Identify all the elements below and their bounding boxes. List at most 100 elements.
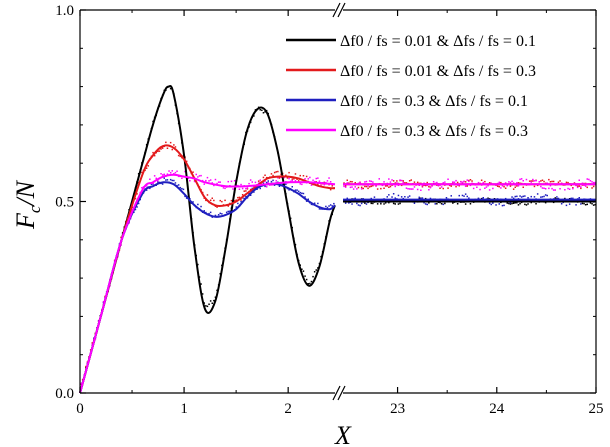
simulation-dot bbox=[177, 184, 180, 186]
simulation-dot bbox=[495, 204, 497, 206]
simulation-dot bbox=[399, 202, 401, 205]
simulation-dot bbox=[169, 178, 172, 181]
simulation-dot bbox=[205, 179, 207, 182]
simulation-dot bbox=[243, 197, 245, 200]
simulation-dot bbox=[508, 202, 510, 205]
x-tick-label: 0 bbox=[76, 401, 84, 417]
simulation-dot bbox=[482, 181, 484, 184]
axes-layer: 0.0 0.5 1.0 0 1 2 23 24 25 bbox=[55, 2, 604, 417]
simulation-dot bbox=[291, 178, 293, 180]
simulation-dot bbox=[487, 197, 489, 199]
simulation-dot bbox=[307, 198, 309, 200]
simulation-dot bbox=[541, 196, 544, 198]
simulation-dot bbox=[479, 188, 481, 191]
simulation-dot bbox=[241, 194, 244, 196]
simulation-dot bbox=[296, 189, 298, 191]
simulation-dot bbox=[206, 194, 209, 196]
simulation-dot bbox=[509, 181, 512, 184]
simulation-dot bbox=[257, 182, 260, 184]
simulation-dot bbox=[245, 190, 247, 192]
simulation-dot bbox=[392, 193, 395, 195]
x-tick-label: 2 bbox=[284, 401, 292, 417]
simulation-dot bbox=[380, 187, 382, 190]
simulation-dot bbox=[157, 181, 159, 183]
simulation-dot bbox=[546, 194, 548, 197]
simulation-dot bbox=[317, 202, 319, 205]
simulation-dot bbox=[368, 180, 371, 182]
simulation-dot bbox=[249, 188, 252, 191]
simulation-dot bbox=[166, 147, 169, 149]
simulation-dot bbox=[551, 180, 553, 183]
simulation-dot bbox=[397, 203, 400, 205]
simulation-dot bbox=[453, 181, 456, 183]
simulation-dot bbox=[150, 183, 153, 186]
simulation-dot bbox=[557, 181, 560, 183]
simulation-dot bbox=[543, 195, 545, 198]
simulation-dot bbox=[524, 203, 526, 206]
simulation-dot bbox=[317, 267, 319, 269]
simulation-dot bbox=[248, 182, 250, 185]
simulation-dot bbox=[302, 270, 305, 272]
simulation-dot bbox=[181, 177, 183, 179]
simulation-dot bbox=[516, 202, 518, 204]
simulation-dot bbox=[455, 185, 457, 188]
simulation-dot bbox=[323, 181, 325, 184]
simulation-dot bbox=[185, 160, 188, 163]
simulation-dot bbox=[428, 189, 430, 191]
simulation-dot bbox=[165, 179, 167, 181]
simulation-dot bbox=[592, 185, 595, 188]
simulation-dot bbox=[209, 300, 212, 302]
simulation-dot bbox=[349, 186, 352, 189]
simulation-dot bbox=[580, 203, 582, 205]
simulation-dot bbox=[169, 141, 172, 144]
simulation-dot bbox=[219, 181, 221, 183]
series-line-2-panel1 bbox=[79, 144, 336, 394]
simulation-dot bbox=[329, 204, 332, 206]
simulation-dot bbox=[360, 202, 363, 205]
simulation-dot bbox=[413, 186, 416, 188]
simulation-dot bbox=[149, 178, 151, 180]
simulation-dot bbox=[429, 186, 432, 189]
simulation-dot bbox=[315, 269, 317, 271]
simulation-dot bbox=[205, 305, 207, 307]
simulation-dot bbox=[594, 181, 596, 184]
simulation-dot bbox=[171, 170, 173, 172]
simulation-dot bbox=[434, 203, 436, 205]
simulation-dot bbox=[307, 283, 309, 285]
legend-label-2: Δf0 / fs = 0.01 & Δfs / fs = 0.3 bbox=[340, 63, 536, 80]
simulation-dot bbox=[368, 186, 371, 188]
simulation-dot bbox=[392, 202, 395, 205]
simulation-dot bbox=[501, 204, 504, 207]
simulation-dot bbox=[272, 179, 274, 182]
simulation-dot bbox=[512, 197, 515, 200]
simulation-dot bbox=[174, 146, 177, 148]
simulation-dot bbox=[472, 187, 475, 190]
y-tick-label: 0.0 bbox=[55, 386, 74, 402]
simulation-dot bbox=[230, 180, 233, 183]
simulation-dot bbox=[293, 178, 295, 180]
simulation-dot bbox=[264, 174, 266, 176]
simulation-dot bbox=[307, 178, 309, 180]
simulation-dot bbox=[134, 208, 137, 211]
simulation-dot bbox=[485, 186, 488, 188]
simulation-dot bbox=[520, 178, 523, 180]
simulation-dot bbox=[538, 181, 540, 183]
simulation-dot bbox=[157, 150, 159, 153]
simulation-dot bbox=[240, 200, 242, 203]
simulation-dot bbox=[554, 197, 556, 199]
simulation-dot bbox=[535, 203, 537, 205]
simulation-dot bbox=[557, 197, 560, 200]
simulation-dot bbox=[312, 179, 314, 181]
simulation-dot bbox=[278, 177, 281, 179]
simulation-dot bbox=[249, 194, 252, 196]
simulation-dot bbox=[275, 171, 277, 173]
simulation-dot bbox=[404, 196, 406, 198]
simulation-dot bbox=[367, 187, 369, 190]
simulation-dot bbox=[166, 173, 169, 175]
simulation-dot bbox=[219, 212, 221, 215]
simulation-dot bbox=[365, 180, 368, 183]
simulation-dot bbox=[331, 205, 333, 207]
simulation-dot bbox=[329, 181, 332, 183]
simulation-dot bbox=[153, 175, 156, 177]
simulation-dot bbox=[575, 204, 577, 206]
